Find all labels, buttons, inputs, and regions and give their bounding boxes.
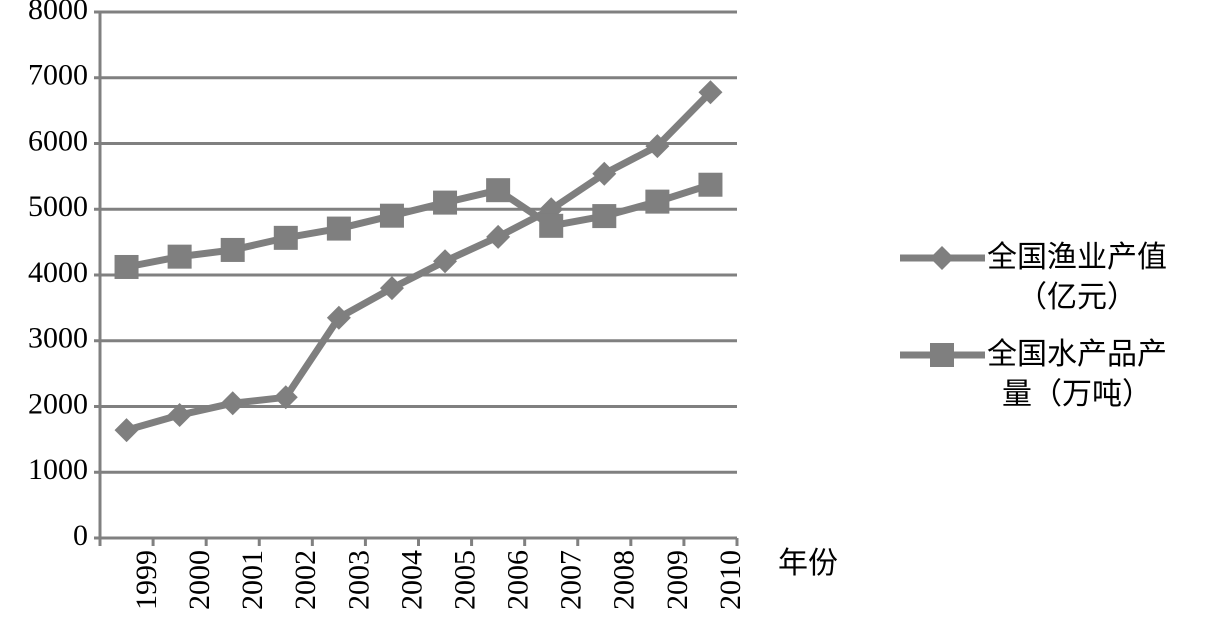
y-tick-label: 3000 bbox=[28, 322, 88, 355]
data-point bbox=[273, 225, 298, 250]
x-tick-label: 2008 bbox=[608, 550, 641, 610]
data-point bbox=[433, 190, 458, 215]
data-point bbox=[326, 216, 351, 241]
series-line bbox=[125, 181, 712, 271]
data-point bbox=[379, 203, 404, 228]
y-tick-label: 8000 bbox=[28, 0, 88, 26]
y-tick-label: 6000 bbox=[28, 124, 88, 157]
x-tick-label: 2007 bbox=[555, 550, 588, 610]
x-axis-label: 年份 bbox=[778, 546, 838, 581]
y-tick-label: 0 bbox=[73, 519, 88, 552]
data-point bbox=[486, 178, 511, 203]
x-tick-label: 2002 bbox=[289, 550, 322, 610]
x-tick-label: 2005 bbox=[448, 550, 481, 610]
y-tick-label: 5000 bbox=[28, 190, 88, 223]
data-point bbox=[114, 254, 139, 279]
x-tick-label: 1999 bbox=[130, 550, 163, 610]
data-point bbox=[326, 305, 351, 330]
x-tick-label: 2001 bbox=[236, 550, 269, 610]
data-point bbox=[539, 213, 564, 238]
data-point bbox=[167, 403, 192, 428]
data-point bbox=[698, 172, 723, 197]
legend-marker bbox=[930, 343, 954, 367]
y-tick-label: 1000 bbox=[28, 453, 88, 486]
x-tick-label: 2004 bbox=[395, 550, 428, 610]
x-tick-label: 2000 bbox=[183, 550, 216, 610]
data-point bbox=[220, 391, 245, 416]
data-point bbox=[220, 237, 245, 262]
data-point bbox=[433, 249, 458, 274]
data-point bbox=[645, 134, 670, 159]
x-tick-label: 2003 bbox=[342, 550, 375, 610]
legend-label: 全国渔业产值（亿元） bbox=[987, 240, 1167, 315]
data-point bbox=[698, 80, 723, 105]
data-point bbox=[645, 189, 670, 214]
y-tick-label: 4000 bbox=[28, 256, 88, 289]
legend-label: 全国水产品产量（万吨） bbox=[987, 337, 1167, 412]
x-tick-label: 2009 bbox=[661, 550, 694, 610]
data-point bbox=[114, 418, 139, 443]
data-point bbox=[273, 385, 298, 410]
x-tick-label: 2010 bbox=[714, 550, 747, 610]
data-point bbox=[167, 244, 192, 269]
data-point bbox=[592, 161, 617, 186]
data-point bbox=[486, 224, 511, 249]
y-tick-label: 7000 bbox=[28, 59, 88, 92]
legend-marker bbox=[930, 246, 954, 270]
x-tick-label: 2006 bbox=[502, 550, 535, 610]
data-point bbox=[379, 276, 404, 301]
y-tick-label: 2000 bbox=[28, 387, 88, 420]
data-point bbox=[592, 204, 617, 229]
